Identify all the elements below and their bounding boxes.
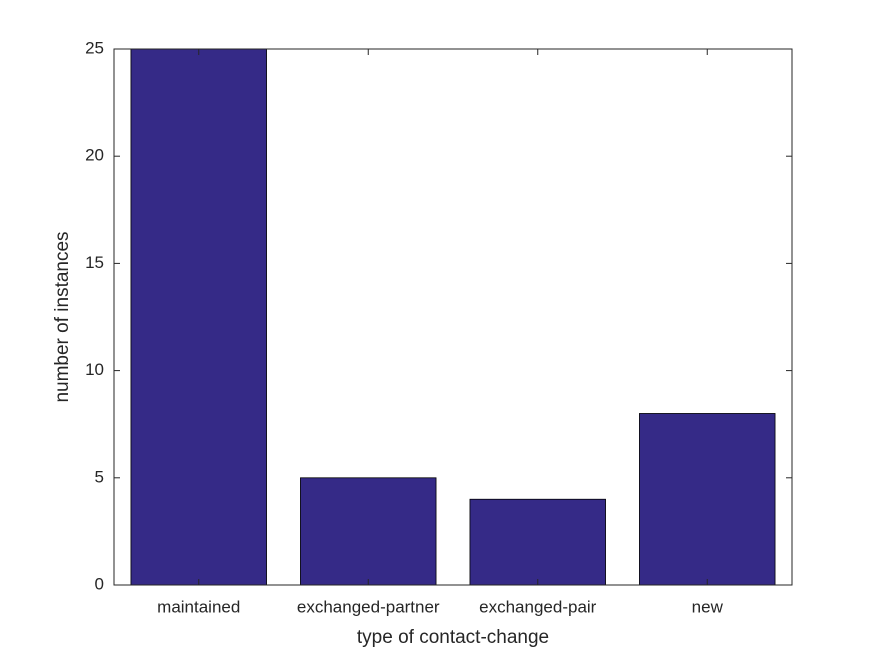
x-tick-label: exchanged-partner — [297, 597, 440, 616]
axes-box — [113, 48, 793, 586]
x-tick-label: maintained — [157, 597, 240, 616]
x-tick-label: exchanged-pair — [479, 597, 597, 616]
y-tick-label: 20 — [85, 146, 104, 165]
bar — [130, 48, 267, 586]
y-tick-label: 15 — [85, 253, 104, 272]
y-tick-label: 25 — [85, 38, 104, 57]
x-tick-label: new — [692, 597, 724, 616]
bar — [300, 477, 437, 586]
bar — [469, 498, 606, 586]
y-tick-label: 0 — [95, 574, 104, 593]
y-tick-label: 5 — [95, 467, 104, 486]
y-tick-label: 10 — [85, 360, 104, 379]
y-axis-label: number of instances — [52, 231, 73, 402]
bar — [639, 413, 776, 586]
x-axis-label: type of contact-change — [357, 627, 549, 648]
